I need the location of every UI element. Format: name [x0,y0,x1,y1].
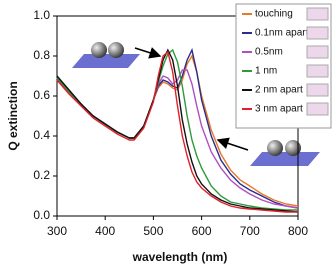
x-tick-label: 700 [240,224,260,238]
y-tick-label: 0.4 [33,128,50,142]
y-tick-label: 1.0 [33,8,50,22]
y-tick-label: 0.8 [33,48,50,62]
series-line [56,50,298,213]
legend-label: 0.5nm [255,47,283,58]
x-tick-label: 800 [288,224,308,238]
x-tick-label: 500 [143,224,163,238]
inset-right [216,137,320,166]
legend-label: 3 nm apart [255,104,303,115]
x-tick-label: 300 [47,224,67,238]
legend-label: 0.1nm apart [255,28,309,39]
legend-label: touching [255,9,293,20]
y-axis-label: Q extinction [6,81,20,150]
legend-box-swatch [306,102,329,116]
legend-box-swatch [306,45,329,59]
legend-label: 1 nm [255,66,277,77]
legend-label: 2 nm apart [255,85,303,96]
inset-left [72,42,162,68]
legend-box-swatch [306,64,329,78]
legend: touching 0.1nm apart 0.5nm 1 nm 2 nm apart 3 … [235,3,332,129]
x-axis-label: wavelength (nm) [132,250,228,264]
series-line [56,48,299,213]
y-tick-label: 0.2 [33,168,50,182]
y-tick-label: 0.6 [33,88,50,102]
x-tick-label: 400 [95,224,115,238]
legend-box-swatch [306,26,329,40]
legend-box-swatch [306,83,329,97]
x-tick-label: 600 [192,224,212,238]
y-tick-label: 0.0 [33,208,50,222]
legend-box-swatch [306,7,329,21]
